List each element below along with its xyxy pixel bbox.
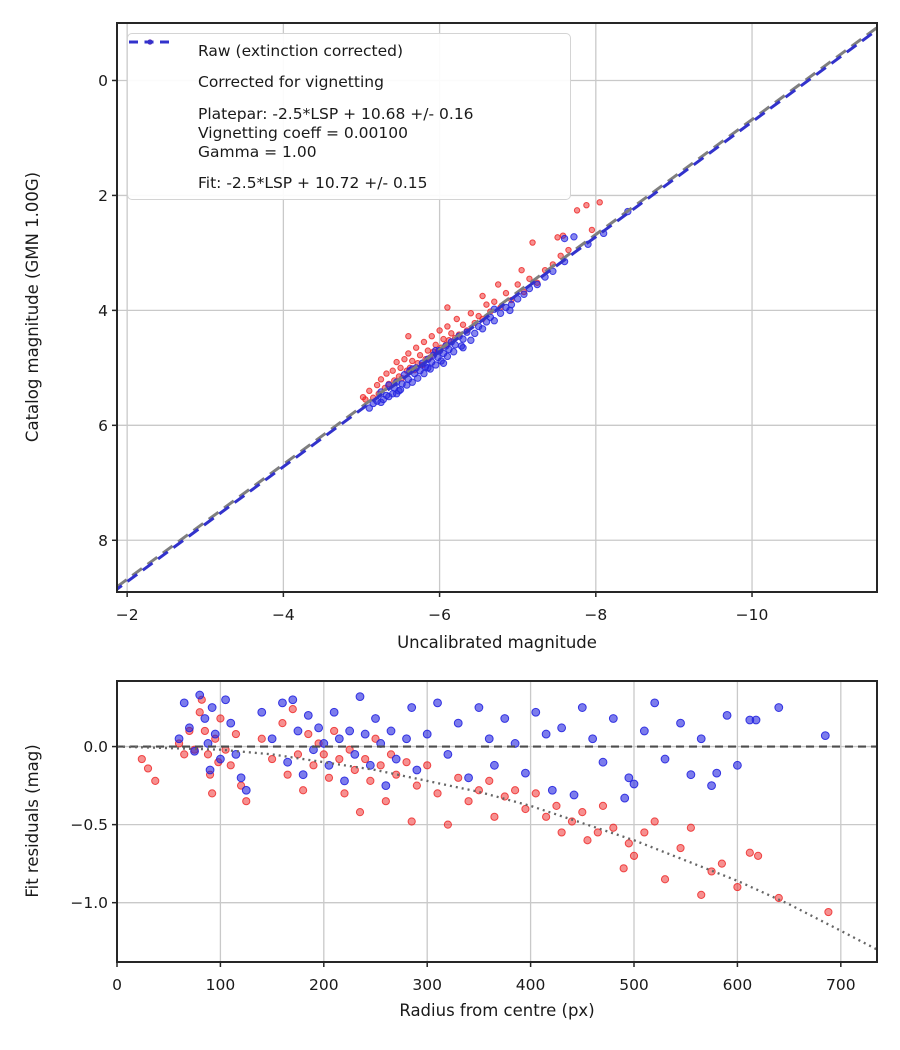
top-y-axis-label: Catalog magnitude (GMN 1.00G) [23, 172, 42, 442]
svg-text:8: 8 [98, 532, 108, 550]
legend-label-corrected: Corrected for vignetting [198, 73, 384, 92]
svg-text:600: 600 [723, 976, 753, 994]
legend-label-raw: Raw (extinction corrected) [198, 42, 404, 60]
legend-entry-fit: Fit: -2.5*LSP + 10.72 +/- 0.15 [129, 40, 560, 193]
svg-text:2: 2 [98, 187, 108, 205]
platepar-line-3: Gamma = 1.00 [198, 142, 317, 161]
svg-text:700: 700 [826, 976, 856, 994]
svg-text:500: 500 [619, 976, 649, 994]
legend-label-platepar: Platepar: -2.5*LSP + 10.68 +/- 0.16 Vign… [198, 105, 474, 162]
svg-text:−4: −4 [272, 606, 295, 624]
svg-text:200: 200 [309, 976, 339, 994]
svg-text:6: 6 [98, 417, 108, 435]
top-x-axis-label: Uncalibrated magnitude [397, 633, 597, 652]
svg-text:−10: −10 [736, 606, 769, 624]
svg-text:4: 4 [98, 302, 108, 320]
bottom-x-axis-label: Radius from centre (px) [399, 1001, 594, 1020]
svg-text:0: 0 [112, 976, 122, 994]
platepar-line-2: Vignetting coeff = 0.00100 [198, 123, 408, 142]
legend-entry-platepar: Platepar: -2.5*LSP + 10.68 +/- 0.16 Vign… [129, 40, 560, 162]
legend-entry-corrected: Corrected for vignetting [138, 39, 560, 92]
legend-entry-raw: Raw (extinction corrected) [138, 39, 560, 61]
svg-text:0.0: 0.0 [83, 738, 108, 756]
svg-text:−0.5: −0.5 [70, 816, 108, 834]
bottom-y-axis-label: Fit residuals (mag) [23, 744, 42, 897]
svg-text:−6: −6 [428, 606, 451, 624]
blue-dashed-line-icon [129, 40, 171, 44]
svg-text:0: 0 [98, 72, 108, 90]
svg-text:100: 100 [206, 976, 236, 994]
bottom-plot: 0 100 200 300 400 500 600 700 0.0 −0.5 −1.0 [70, 680, 878, 994]
legend-label-fit: Fit: -2.5*LSP + 10.72 +/- 0.15 [198, 174, 428, 193]
svg-text:−8: −8 [584, 606, 607, 624]
svg-text:400: 400 [516, 976, 546, 994]
svg-text:−1.0: −1.0 [70, 894, 108, 912]
svg-text:300: 300 [412, 976, 442, 994]
legend: Raw (extinction corrected) Corrected for… [127, 33, 571, 200]
svg-text:−2: −2 [116, 606, 139, 624]
platepar-line-1: Platepar: -2.5*LSP + 10.68 +/- 0.16 [198, 104, 474, 123]
